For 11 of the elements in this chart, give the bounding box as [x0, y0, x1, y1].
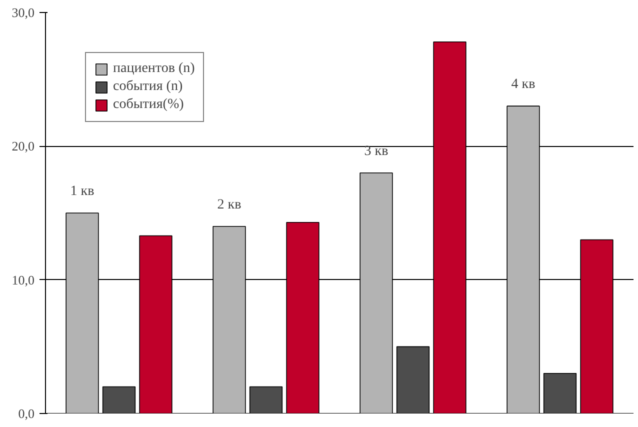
legend-label: пациентов (n)	[113, 61, 195, 77]
x-tick-label: 3 кв	[364, 144, 389, 159]
y-tick-label: 30,0	[12, 5, 34, 20]
y-tick-label: 20,0	[12, 138, 34, 154]
legend-label: события(%)	[113, 97, 184, 113]
x-tick-label: 4 кв	[511, 77, 536, 92]
y-tick-label: 0,0	[18, 406, 34, 421]
y-tick-label: 10,0	[12, 272, 34, 288]
x-tick-label: 2 кв	[217, 197, 242, 212]
x-tick-label: 1 кв	[70, 184, 95, 199]
legend-label: события (n)	[113, 79, 183, 95]
